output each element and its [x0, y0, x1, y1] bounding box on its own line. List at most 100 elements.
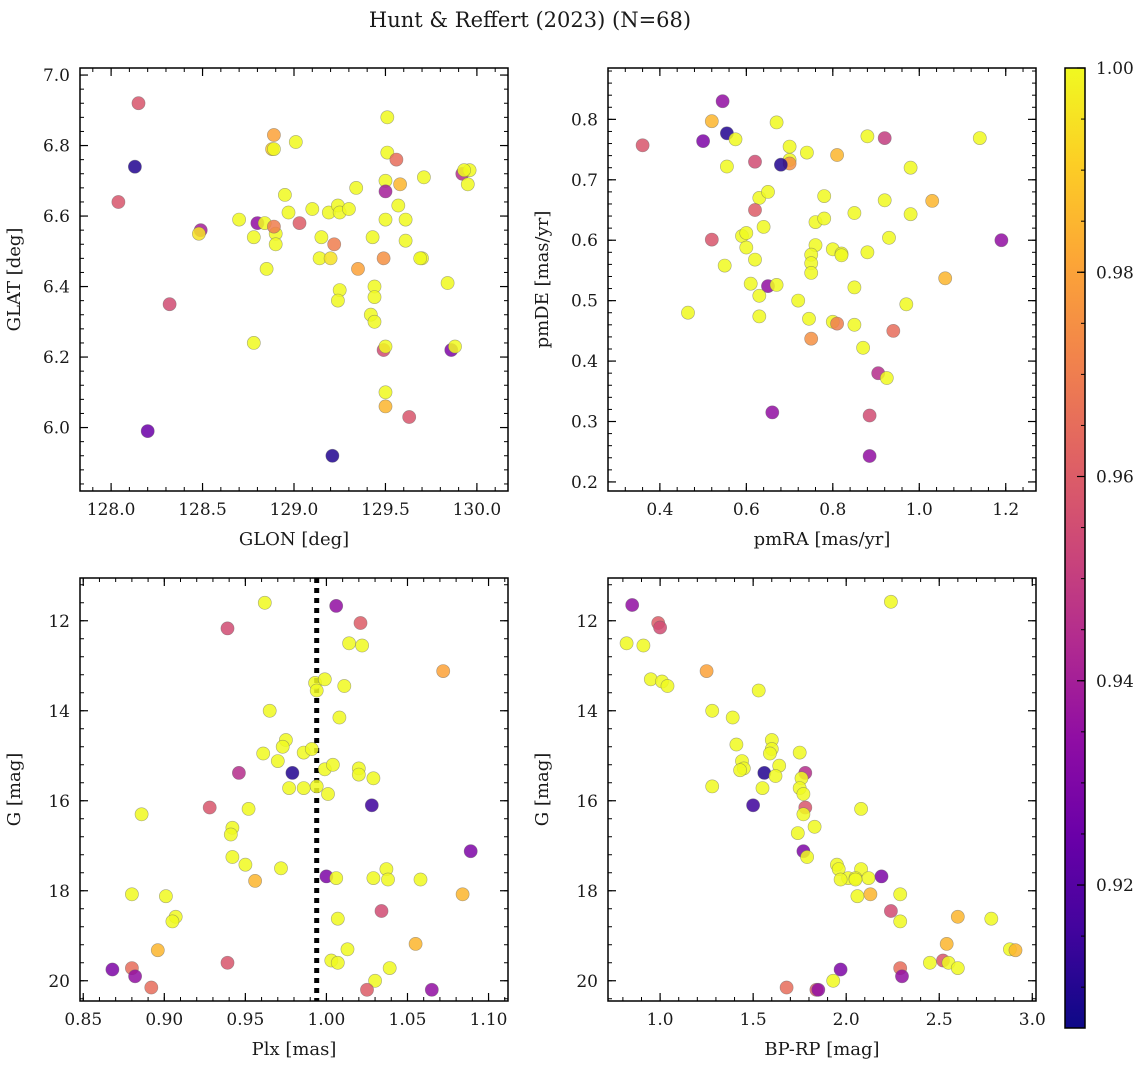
scatter-point	[850, 889, 865, 904]
scatter-point	[619, 636, 634, 651]
scatter-point	[751, 683, 766, 698]
scatter-panel-2: 0.4 0.6 0.8 1.0 1.2 0.2 0.3 0.4 0.5 0.6 0.7 0.8 pmRA…	[532, 67, 1037, 550]
scatter-point	[739, 240, 754, 255]
scatter-point	[460, 177, 475, 192]
x-tick-label: 1.00	[307, 1010, 345, 1030]
y-tick-label: 6.8	[43, 137, 70, 157]
scatter-point	[416, 170, 431, 185]
scatter-point	[134, 807, 149, 822]
scatter-point	[884, 594, 898, 609]
scatter-point	[317, 672, 332, 687]
y-tick-label: 0.4	[571, 352, 598, 372]
scatter-point	[374, 904, 389, 918]
scatter-point	[393, 177, 407, 192]
x-tick-label: 0.95	[226, 1010, 264, 1030]
y-tick-label: 0.6	[571, 231, 598, 251]
scatter-point	[257, 595, 272, 610]
scatter-point	[792, 745, 807, 760]
scatter-point	[752, 288, 767, 303]
scatter-point	[231, 766, 246, 780]
scatter-point	[378, 339, 393, 354]
scatter-point	[448, 339, 462, 354]
scatter-point	[314, 230, 329, 245]
scatter-point	[796, 787, 811, 801]
scatter-point	[704, 114, 719, 129]
scatter-point	[717, 258, 732, 273]
scatter-point	[191, 226, 206, 241]
scatter-point	[413, 872, 428, 887]
figure-title: Hunt & Reffert (2023) (N=68)	[369, 8, 691, 32]
x-tick-label: 128.0	[87, 500, 136, 520]
scatter-point	[285, 766, 300, 780]
scatter-point	[748, 252, 762, 267]
scatter-point	[833, 962, 848, 977]
scatter-point	[282, 781, 296, 795]
scatter-point	[309, 779, 324, 794]
scatter-point	[939, 937, 954, 951]
scatter-point	[895, 969, 909, 984]
x-tick-label: 0.85	[64, 1010, 102, 1030]
y-tick-label: 18	[48, 882, 70, 902]
colorbar-tick-label: 0.94	[1096, 672, 1134, 692]
y-tick-label: 0.2	[571, 473, 598, 493]
scatter-point	[162, 297, 177, 312]
scatter-point	[862, 408, 877, 423]
scatter-point	[765, 405, 780, 420]
scatter-point	[330, 911, 345, 926]
scatter-point	[699, 664, 714, 678]
scatter-point	[440, 276, 455, 290]
scatter-point	[349, 180, 364, 195]
scatter-point	[653, 620, 667, 635]
scatter-point	[270, 754, 285, 768]
y-axis-label: G [mag]	[4, 753, 25, 826]
scatter-point	[763, 746, 777, 761]
x-tick-label: 0.90	[145, 1010, 183, 1030]
scatter-point	[704, 232, 719, 247]
scatter-point	[220, 955, 235, 970]
scatter-point	[381, 872, 395, 887]
scatter-point	[277, 187, 292, 202]
scatter-point	[389, 152, 404, 167]
scatter-point	[847, 280, 862, 295]
scatter-point	[355, 638, 369, 653]
y-axis-label: pmDE [mas/yr]	[532, 211, 553, 349]
scatter-point	[984, 911, 999, 926]
x-axis-label: pmRA [mas/yr]	[754, 529, 891, 550]
scatter-point	[833, 872, 848, 887]
scatter-point	[275, 739, 290, 754]
scatter-point	[246, 230, 261, 245]
scatter-point	[266, 142, 281, 156]
scatter-point	[817, 211, 832, 226]
x-axis-label: BP-RP [mag]	[764, 1039, 879, 1060]
scatter-point	[341, 202, 356, 216]
scatter-point	[337, 679, 352, 693]
scatter-point	[128, 969, 142, 984]
scatter-point	[413, 251, 428, 266]
scatter-point	[847, 206, 862, 220]
scatter-point	[327, 237, 342, 252]
scatter-point	[748, 154, 762, 169]
scatter-point	[351, 261, 365, 276]
scatter-point	[248, 874, 262, 888]
scatter-point	[281, 205, 296, 220]
y-tick-label: 0.5	[571, 292, 598, 312]
scatter-point	[761, 184, 775, 199]
scatter-point	[398, 212, 413, 227]
scatter-point	[366, 871, 381, 885]
scatter-point	[817, 189, 832, 203]
points	[111, 96, 477, 463]
scatter-point	[804, 331, 819, 346]
scatter-point	[847, 317, 862, 332]
scatter-point	[368, 973, 382, 988]
scatter-point	[796, 807, 811, 822]
scatter-point	[165, 914, 180, 929]
scatter-point	[321, 787, 335, 801]
colorbar: 0.92 0.94 0.96 0.98 1.00	[1064, 59, 1134, 1029]
scatter-point	[463, 844, 478, 859]
scatter-point	[877, 193, 892, 208]
scatter-point	[860, 245, 875, 260]
scatter-point	[360, 982, 374, 997]
scatter-point	[743, 276, 758, 291]
x-tick-label: 128.5	[178, 500, 227, 520]
scatter-point	[351, 767, 366, 782]
